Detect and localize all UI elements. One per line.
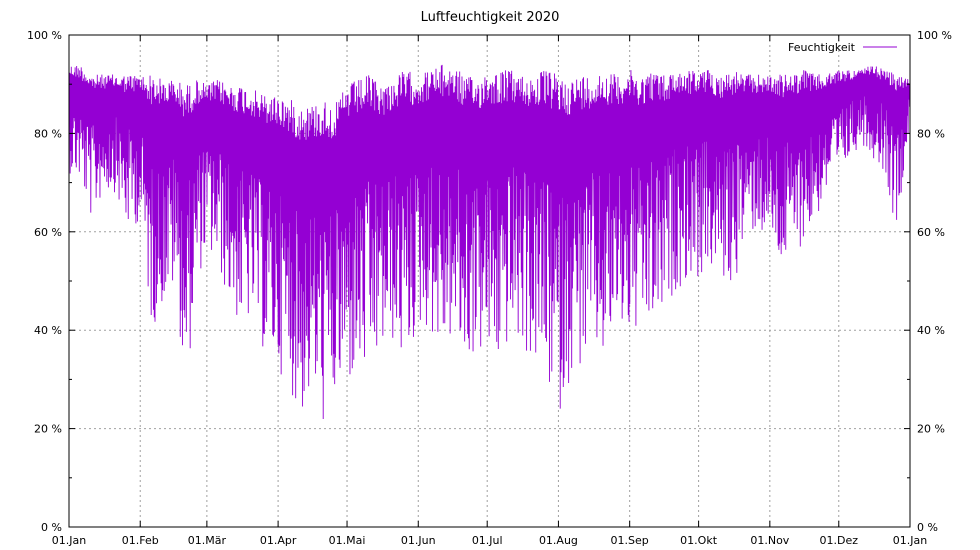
y-tick-label: 0 %: [41, 521, 62, 534]
x-tick-label: 01.Mai: [329, 534, 366, 547]
series-feuchtigkeit: [68, 64, 911, 419]
legend: Feuchtigkeit: [788, 41, 897, 54]
x-tick-label: 01.Okt: [680, 534, 718, 547]
x-tick-label: 01.Sep: [611, 534, 649, 547]
y2-tick-label: 100 %: [917, 29, 952, 42]
x-tick-label: 01.Jan: [893, 534, 927, 547]
y-tick-label: 80 %: [34, 127, 62, 140]
x-tick-label: 01.Jul: [472, 534, 503, 547]
chart-title: Luftfeuchtigkeit 2020: [421, 10, 560, 25]
y2-tick-label: 20 %: [917, 423, 945, 436]
y2-tick-label: 40 %: [917, 324, 945, 337]
y-tick-label: 40 %: [34, 324, 62, 337]
y2-tick-label: 0 %: [917, 521, 938, 534]
y-tick-label: 60 %: [34, 226, 62, 239]
x-tick-label: 01.Feb: [122, 534, 159, 547]
y-tick-label: 100 %: [27, 29, 62, 42]
legend-label-feuchtigkeit: Feuchtigkeit: [788, 41, 856, 54]
x-tick-label: 01.Apr: [260, 534, 297, 547]
x-tick-label: 01.Nov: [750, 534, 789, 547]
series-line-feuchtigkeit: [68, 64, 911, 419]
y2-tick-label: 80 %: [917, 127, 945, 140]
x-tick-label: 01.Mär: [188, 534, 227, 547]
x-tick-label: 01.Aug: [539, 534, 578, 547]
x-tick-label: 01.Jan: [52, 534, 86, 547]
x-tick-label: 01.Jun: [401, 534, 436, 547]
axis-ticks: 0 % 0 % 20 % 20 % 40 % 40 % 60 % 60 % 80 % 80 % 10…: [27, 29, 952, 547]
y2-tick-label: 60 %: [917, 226, 945, 239]
y-tick-label: 20 %: [34, 423, 62, 436]
x-tick-label: 01.Dez: [820, 534, 859, 547]
